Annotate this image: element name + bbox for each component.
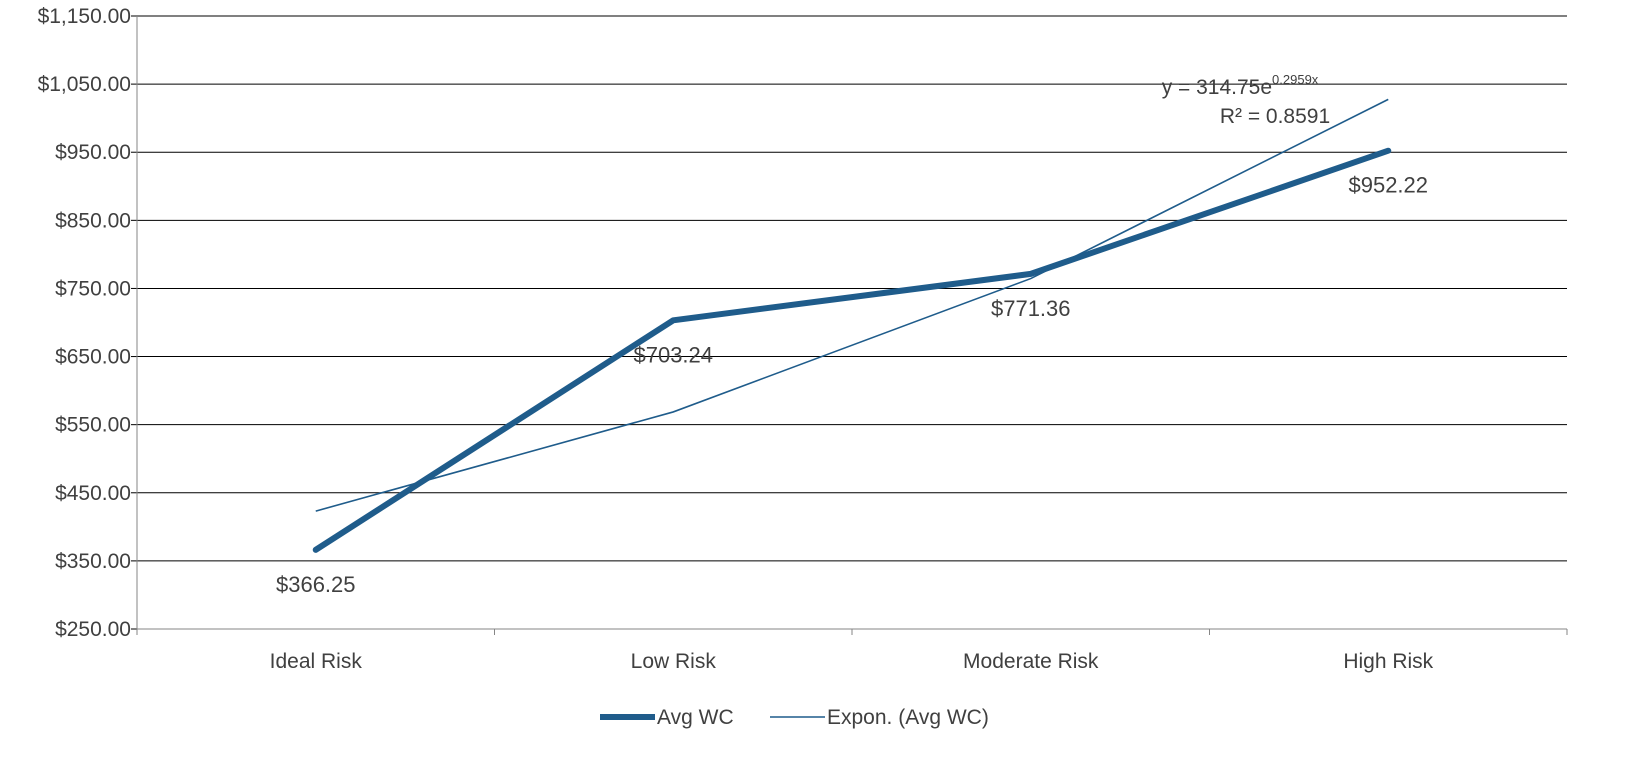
legend: Avg WC Expon. (Avg WC) <box>600 706 989 729</box>
trendline-equation: y = 314.75e0.2959x R² = 0.8591 <box>1162 72 1330 128</box>
data-labels: $366.25 $703.24 $771.36 $952.22 <box>276 173 1428 597</box>
y-tick-label: $650.00 <box>55 346 131 369</box>
equation-label: y = 314.75e0.2959x <box>1162 72 1319 99</box>
data-label: $366.25 <box>276 572 356 597</box>
x-axis: Ideal Risk Low Risk Moderate Risk High Risk <box>136 16 1568 673</box>
series-line-avg-wc <box>312 147 1392 553</box>
y-tick-label: $450.00 <box>55 482 131 505</box>
series-layer <box>312 98 1392 553</box>
equation-prefix: y = 314.75e <box>1162 76 1272 99</box>
x-tick-label: Low Risk <box>631 650 717 673</box>
x-tick-label: High Risk <box>1343 650 1433 673</box>
x-tick-label: Ideal Risk <box>270 650 363 673</box>
equation-exponent: 0.2959x <box>1272 72 1319 87</box>
x-tick-label: Moderate Risk <box>963 650 1099 673</box>
y-tick-label: $250.00 <box>55 618 131 641</box>
y-axis-ticks: $250.00 $350.00 $450.00 $550.00 $650.00 $750.… <box>38 5 131 641</box>
r-squared-label: R² = 0.8591 <box>1220 105 1330 128</box>
y-tick-label: $850.00 <box>55 209 131 232</box>
trendline-expon <box>315 98 1389 512</box>
y-tick-label: $1,050.00 <box>38 73 131 96</box>
y-tick-label: $350.00 <box>55 550 131 573</box>
legend-label-avg-wc: Avg WC <box>657 706 734 729</box>
legend-label-expon: Expon. (Avg WC) <box>827 706 989 729</box>
gridlines <box>131 15 1567 630</box>
y-tick-label: $550.00 <box>55 414 131 437</box>
y-tick-label: $750.00 <box>55 277 131 300</box>
y-tick-label: $1,150.00 <box>38 5 131 28</box>
y-tick-label: $950.00 <box>55 141 131 164</box>
data-label: $952.22 <box>1348 173 1428 198</box>
data-label: $703.24 <box>633 342 713 367</box>
data-label: $771.36 <box>991 296 1071 321</box>
